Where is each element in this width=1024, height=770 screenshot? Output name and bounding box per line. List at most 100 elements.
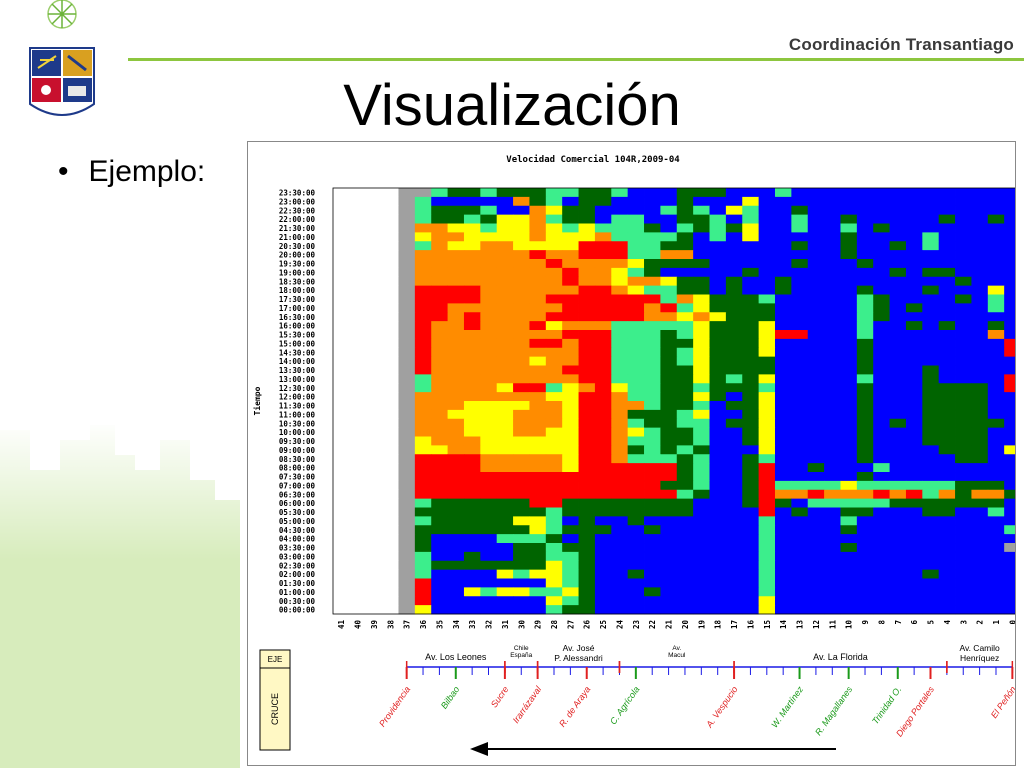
heatmap-cell: [513, 330, 530, 340]
heatmap-cell: [447, 338, 465, 349]
heatmap-cell: [938, 223, 956, 233]
heatmap-cell: [922, 409, 940, 420]
heatmap-cell: [987, 596, 1005, 606]
heatmap-cell: [905, 223, 923, 233]
heatmap-cell: [398, 534, 416, 544]
heatmap-cell: [463, 507, 481, 517]
y-tick-label: 16:00:00: [279, 322, 316, 331]
heatmap-cell: [873, 516, 890, 526]
heatmap-cell: [840, 578, 858, 588]
heatmap-cell: [955, 534, 972, 544]
heatmap-cell: [529, 445, 547, 455]
heatmap-cell: [463, 321, 481, 331]
street-segment-label: Av. José: [563, 643, 595, 653]
heatmap-cell: [644, 534, 661, 544]
heatmap-cell: [660, 214, 678, 224]
heatmap-cell: [644, 489, 661, 500]
heatmap-cell: [644, 188, 661, 198]
heatmap-cell: [578, 347, 596, 358]
heatmap-cell: [889, 312, 907, 322]
heatmap-cell: [971, 463, 989, 473]
heatmap-cell: [545, 330, 563, 340]
heatmap-cell: [365, 596, 383, 606]
heatmap-cell: [365, 374, 383, 384]
heatmap-cell: [578, 196, 596, 207]
heatmap-cell: [480, 463, 498, 473]
heatmap-cell: [709, 587, 727, 597]
heatmap-cell: [627, 303, 645, 313]
heatmap-cell: [660, 454, 678, 464]
heatmap-cell: [987, 498, 1005, 508]
heatmap-cell: [725, 543, 743, 553]
heatmap-cell: [889, 401, 907, 411]
heatmap-cell: [742, 551, 760, 562]
heatmap-cell: [578, 560, 596, 571]
y-tick-label: 03:30:00: [279, 544, 316, 553]
heatmap-cell: [889, 356, 907, 366]
heatmap-cell: [840, 454, 858, 464]
x-tick-label: 10: [845, 620, 854, 630]
heatmap-cell: [414, 383, 432, 393]
heatmap-cell: [840, 250, 858, 260]
heatmap-cell: [398, 418, 416, 429]
heatmap-cell: [349, 436, 367, 446]
heatmap-cell: [431, 250, 448, 260]
heatmap-cell: [447, 472, 465, 482]
heatmap-cell: [873, 259, 890, 269]
heatmap-cell: [824, 498, 841, 508]
heatmap-cell: [496, 392, 514, 402]
street-segment-label: Macul: [668, 652, 686, 659]
heatmap-cell: [496, 188, 514, 198]
heatmap-cell: [1004, 436, 1021, 446]
heatmap-cell: [889, 330, 907, 340]
heatmap-cell: [431, 516, 448, 526]
heatmap-cell: [840, 383, 858, 393]
heatmap-cell: [463, 188, 481, 198]
heatmap-cell: [905, 560, 923, 571]
heatmap-cell: [807, 338, 825, 349]
heatmap-cell: [463, 338, 481, 349]
heatmap-cell: [545, 401, 563, 411]
heatmap-cell: [529, 196, 547, 207]
heatmap-cell: [398, 392, 416, 402]
heatmap-cell: [758, 401, 776, 411]
heatmap-cell: [611, 188, 629, 198]
heatmap-cell: [709, 560, 727, 571]
heatmap-cell: [807, 392, 825, 402]
heatmap-cell: [578, 232, 596, 242]
heatmap-cell: [742, 472, 760, 482]
heatmap-cell: [529, 516, 547, 526]
heatmap-cell: [938, 188, 956, 198]
heatmap-cell: [545, 205, 563, 216]
heatmap-cell: [905, 445, 923, 455]
heatmap-cell: [545, 383, 563, 393]
x-tick-label: 1: [992, 620, 1001, 625]
heatmap-cell: [971, 365, 989, 375]
heatmap-cell: [431, 259, 448, 269]
heatmap-cell: [922, 330, 940, 340]
heatmap-cell: [758, 418, 776, 429]
heatmap-cell: [611, 605, 629, 615]
heatmap-cell: [905, 383, 923, 393]
heatmap-cell: [398, 480, 416, 491]
heatmap-cell: [594, 205, 612, 216]
heatmap-cell: [774, 223, 792, 233]
heatmap-cell: [496, 418, 514, 429]
heatmap-cell: [562, 463, 579, 473]
heatmap-cell: [414, 454, 432, 464]
x-tick-label: 11: [828, 620, 837, 630]
heatmap-cell: [971, 294, 989, 304]
heatmap-cell: [627, 392, 645, 402]
heatmap-cell: [545, 480, 563, 491]
heatmap-cell: [840, 214, 858, 224]
heatmap-cell: [840, 294, 858, 304]
heatmap-cell: [938, 303, 956, 313]
heatmap-cell: [725, 232, 743, 242]
heatmap-cell: [693, 303, 710, 313]
heatmap-cell: [513, 445, 530, 455]
heatmap-cell: [922, 232, 940, 242]
heatmap-cell: [905, 294, 923, 304]
heatmap-cell: [922, 578, 940, 588]
heatmap-cell: [824, 454, 841, 464]
heatmap-cell: [349, 605, 367, 615]
